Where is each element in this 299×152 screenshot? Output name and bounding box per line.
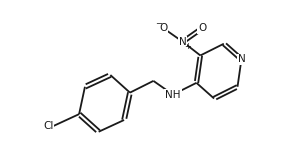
Text: O: O <box>159 23 167 33</box>
Text: NH: NH <box>165 90 181 100</box>
Text: Cl: Cl <box>43 121 54 131</box>
Text: −: − <box>155 19 162 28</box>
Text: N: N <box>179 37 187 47</box>
Text: N: N <box>238 54 245 64</box>
Text: O: O <box>198 23 206 33</box>
Text: +: + <box>184 42 191 51</box>
